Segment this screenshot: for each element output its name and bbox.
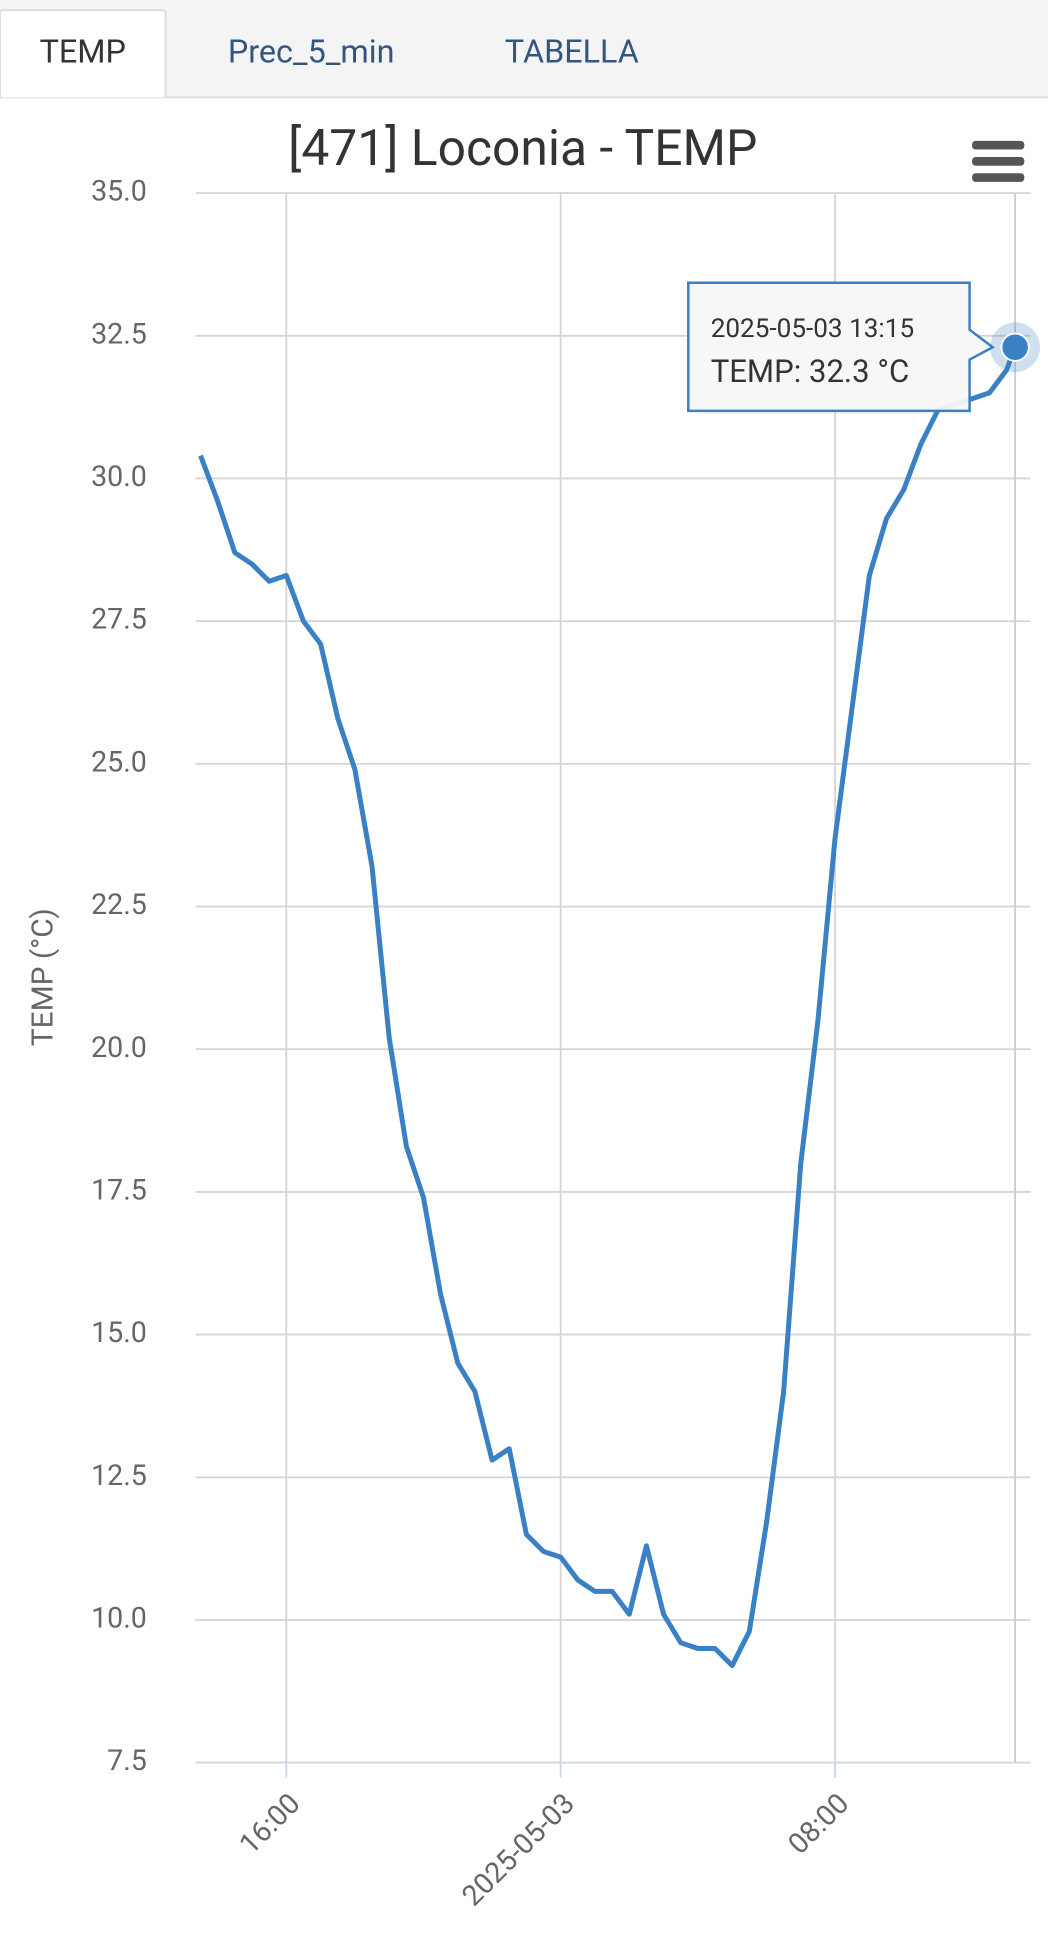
y-tick-label: 25.0 bbox=[91, 744, 147, 778]
tab-label: TEMP bbox=[40, 32, 126, 70]
tooltip-value: TEMP: 32.3 °C bbox=[711, 353, 910, 390]
tab[interactable]: TABELLA bbox=[505, 32, 639, 70]
y-tick-label: 10.0 bbox=[91, 1601, 147, 1635]
menu-bar bbox=[972, 140, 1025, 150]
chart-title: [471] Loconia - TEMP bbox=[288, 120, 757, 178]
y-tick-label: 22.5 bbox=[91, 887, 147, 921]
x-tick-label: 2025-05-03 bbox=[455, 1786, 581, 1912]
y-tick-label: 27.5 bbox=[91, 602, 147, 636]
menu-bar bbox=[972, 173, 1025, 182]
tabs: TEMP Prec_5_min TABELLA bbox=[0, 9, 639, 98]
tooltip: 2025-05-03 13:15 TEMP: 32.3 °C bbox=[687, 281, 996, 413]
tab[interactable]: Prec_5_min bbox=[228, 32, 395, 70]
y-tick-label: 15.0 bbox=[91, 1315, 147, 1349]
y-axis-title: TEMP (°C) bbox=[26, 908, 61, 1046]
menu-bar bbox=[972, 157, 1025, 166]
tab-bar bbox=[0, 0, 1048, 98]
menu-button[interactable] bbox=[972, 140, 1025, 182]
tab[interactable]: TEMP bbox=[0, 9, 167, 98]
y-tick-label: 30.0 bbox=[91, 459, 147, 493]
tab-active-bg bbox=[0, 9, 167, 98]
y-tick-label: 32.5 bbox=[91, 316, 147, 350]
tooltip-date: 2025-05-03 13:15 bbox=[711, 314, 914, 344]
y-tick-label: 20.0 bbox=[91, 1030, 147, 1064]
tab-label: Prec_5_min bbox=[228, 32, 395, 70]
grid: 7.5 10.0 12.5 15.0 17.5 20.0 22.5 25.0 27.5 30.0 3… bbox=[91, 174, 1031, 1912]
series-line bbox=[198, 346, 1018, 1669]
y-tick-label: 17.5 bbox=[91, 1172, 147, 1206]
y-tick-label: 12.5 bbox=[91, 1458, 147, 1492]
x-tick-label: 16:00 bbox=[232, 1786, 306, 1860]
y-tick-label: 7.5 bbox=[107, 1743, 147, 1777]
plot bbox=[198, 322, 1041, 1669]
hover-point bbox=[1000, 332, 1030, 362]
tab-label: TABELLA bbox=[505, 32, 639, 70]
tooltip-box bbox=[687, 281, 996, 413]
x-tick-label: 08:00 bbox=[781, 1786, 855, 1860]
y-tick-label: 35.0 bbox=[91, 174, 147, 208]
